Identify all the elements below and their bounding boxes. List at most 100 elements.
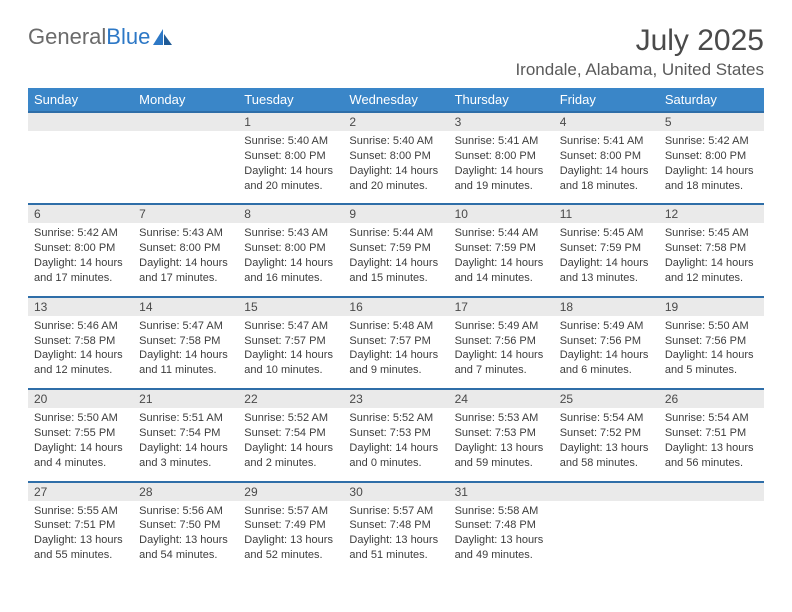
day-day2-text: and 15 minutes. [349,271,442,286]
day-day1-text: Daylight: 14 hours [244,164,337,179]
day-number-cell: 30 [343,482,448,501]
day-day1-text: Daylight: 14 hours [244,348,337,363]
week-data-row: Sunrise: 5:40 AMSunset: 8:00 PMDaylight:… [28,131,764,204]
day-day2-text: and 12 minutes. [665,271,758,286]
day-day1-text: Daylight: 13 hours [34,533,127,548]
day-sunrise-text: Sunrise: 5:57 AM [349,504,442,519]
day-day1-text: Daylight: 14 hours [560,164,653,179]
day-sunrise-text: Sunrise: 5:42 AM [665,134,758,149]
day-data-cell: Sunrise: 5:41 AMSunset: 8:00 PMDaylight:… [449,131,554,204]
day-data-cell: Sunrise: 5:41 AMSunset: 8:00 PMDaylight:… [554,131,659,204]
day-day1-text: Daylight: 14 hours [349,348,442,363]
day-data-cell: Sunrise: 5:56 AMSunset: 7:50 PMDaylight:… [133,501,238,573]
day-data-cell: Sunrise: 5:58 AMSunset: 7:48 PMDaylight:… [449,501,554,573]
day-day1-text: Daylight: 14 hours [665,256,758,271]
day-sunrise-text: Sunrise: 5:47 AM [139,319,232,334]
day-sunset-text: Sunset: 7:59 PM [455,241,548,256]
day-data-cell: Sunrise: 5:47 AMSunset: 7:57 PMDaylight:… [238,316,343,389]
day-sunrise-text: Sunrise: 5:54 AM [560,411,653,426]
day-day2-text: and 17 minutes. [34,271,127,286]
day-day1-text: Daylight: 14 hours [560,256,653,271]
day-sunrise-text: Sunrise: 5:47 AM [244,319,337,334]
day-day2-text: and 14 minutes. [455,271,548,286]
week-data-row: Sunrise: 5:55 AMSunset: 7:51 PMDaylight:… [28,501,764,573]
day-number-cell: 12 [659,204,764,223]
day-number-cell: 22 [238,389,343,408]
day-sunrise-text: Sunrise: 5:40 AM [349,134,442,149]
day-day1-text: Daylight: 14 hours [349,441,442,456]
day-number-cell: 28 [133,482,238,501]
day-data-cell: Sunrise: 5:50 AMSunset: 7:55 PMDaylight:… [28,408,133,481]
day-day2-text: and 20 minutes. [349,179,442,194]
day-data-cell: Sunrise: 5:45 AMSunset: 7:58 PMDaylight:… [659,223,764,296]
calendar-table: Sunday Monday Tuesday Wednesday Thursday… [28,88,764,573]
location-label: Irondale, Alabama, United States [515,60,764,80]
day-day1-text: Daylight: 14 hours [665,348,758,363]
day-number-cell: 14 [133,297,238,316]
day-number-cell: 8 [238,204,343,223]
day-number-cell: 20 [28,389,133,408]
day-day1-text: Daylight: 14 hours [34,441,127,456]
day-day2-text: and 5 minutes. [665,363,758,378]
day-number-cell: 13 [28,297,133,316]
day-data-cell: Sunrise: 5:50 AMSunset: 7:56 PMDaylight:… [659,316,764,389]
day-day2-text: and 55 minutes. [34,548,127,563]
day-data-cell [133,131,238,204]
day-sunset-text: Sunset: 8:00 PM [560,149,653,164]
day-sunset-text: Sunset: 8:00 PM [139,241,232,256]
day-sunset-text: Sunset: 7:50 PM [139,518,232,533]
day-number-cell: 3 [449,112,554,131]
day-day1-text: Daylight: 14 hours [244,441,337,456]
day-day2-text: and 19 minutes. [455,179,548,194]
day-sunrise-text: Sunrise: 5:55 AM [34,504,127,519]
day-data-cell: Sunrise: 5:42 AMSunset: 8:00 PMDaylight:… [28,223,133,296]
month-title: July 2025 [515,24,764,58]
day-day1-text: Daylight: 14 hours [244,256,337,271]
day-data-cell: Sunrise: 5:44 AMSunset: 7:59 PMDaylight:… [449,223,554,296]
day-data-cell: Sunrise: 5:42 AMSunset: 8:00 PMDaylight:… [659,131,764,204]
day-data-cell [554,501,659,573]
day-data-cell: Sunrise: 5:53 AMSunset: 7:53 PMDaylight:… [449,408,554,481]
day-data-cell: Sunrise: 5:54 AMSunset: 7:51 PMDaylight:… [659,408,764,481]
day-number-cell [28,112,133,131]
day-number-cell: 29 [238,482,343,501]
day-sunset-text: Sunset: 7:57 PM [349,334,442,349]
day-day1-text: Daylight: 14 hours [560,348,653,363]
day-sunset-text: Sunset: 7:52 PM [560,426,653,441]
logo: GeneralBlue [28,24,174,50]
day-number-cell: 31 [449,482,554,501]
week-number-row: 13141516171819 [28,297,764,316]
day-data-cell: Sunrise: 5:40 AMSunset: 8:00 PMDaylight:… [238,131,343,204]
day-sunset-text: Sunset: 7:56 PM [455,334,548,349]
day-sunset-text: Sunset: 7:53 PM [349,426,442,441]
day-data-cell: Sunrise: 5:49 AMSunset: 7:56 PMDaylight:… [449,316,554,389]
day-sunrise-text: Sunrise: 5:45 AM [560,226,653,241]
day-day2-text: and 56 minutes. [665,456,758,471]
day-day2-text: and 20 minutes. [244,179,337,194]
day-day2-text: and 59 minutes. [455,456,548,471]
day-data-cell: Sunrise: 5:51 AMSunset: 7:54 PMDaylight:… [133,408,238,481]
day-sunrise-text: Sunrise: 5:50 AM [665,319,758,334]
day-day2-text: and 18 minutes. [560,179,653,194]
day-sunset-text: Sunset: 7:56 PM [665,334,758,349]
day-sunrise-text: Sunrise: 5:51 AM [139,411,232,426]
day-day1-text: Daylight: 14 hours [139,348,232,363]
week-number-row: 12345 [28,112,764,131]
day-sunset-text: Sunset: 7:59 PM [349,241,442,256]
day-day1-text: Daylight: 14 hours [34,256,127,271]
day-day2-text: and 9 minutes. [349,363,442,378]
day-sunrise-text: Sunrise: 5:53 AM [455,411,548,426]
day-number-cell [554,482,659,501]
day-data-cell [659,501,764,573]
day-sunrise-text: Sunrise: 5:46 AM [34,319,127,334]
day-number-cell: 11 [554,204,659,223]
day-sunrise-text: Sunrise: 5:44 AM [455,226,548,241]
day-sunset-text: Sunset: 7:51 PM [34,518,127,533]
day-data-cell: Sunrise: 5:44 AMSunset: 7:59 PMDaylight:… [343,223,448,296]
week-data-row: Sunrise: 5:42 AMSunset: 8:00 PMDaylight:… [28,223,764,296]
day-number-cell: 6 [28,204,133,223]
day-day1-text: Daylight: 14 hours [34,348,127,363]
day-data-cell: Sunrise: 5:57 AMSunset: 7:48 PMDaylight:… [343,501,448,573]
day-number-cell: 27 [28,482,133,501]
logo-sail-icon [152,28,174,46]
